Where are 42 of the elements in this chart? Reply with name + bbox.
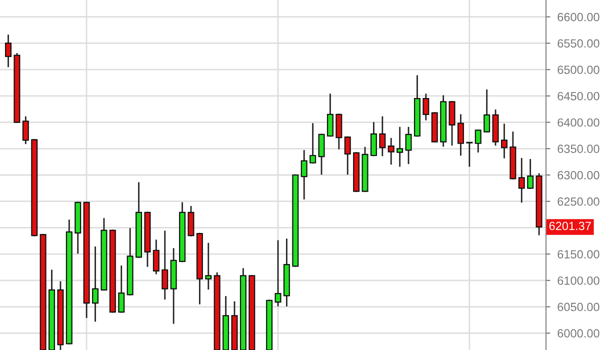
candlestick — [466, 142, 473, 167]
candlestick — [188, 206, 194, 236]
y-tick-label: 6500.00 — [558, 66, 600, 74]
candlestick — [518, 158, 525, 203]
y-tick-label: 6450.00 — [558, 92, 600, 100]
candlestick — [527, 159, 534, 189]
candlestick — [474, 130, 482, 152]
y-tick-label: 6000.00 — [558, 329, 600, 338]
candlestick — [274, 240, 282, 306]
candlestick — [344, 136, 351, 175]
y-tick-label: 6150.00 — [558, 250, 600, 258]
candlestick — [500, 124, 508, 158]
candlestick — [326, 94, 334, 137]
candlestick — [152, 240, 160, 274]
candlestick — [396, 126, 404, 167]
candlestick — [388, 138, 394, 165]
candlestick — [379, 116, 386, 156]
y-tick-label: 6550.00 — [558, 39, 600, 48]
candlestick — [448, 101, 456, 146]
y-tick-label: 6300.00 — [558, 171, 600, 180]
y-tick-label: 6350.00 — [558, 144, 600, 154]
candlestick — [457, 114, 464, 156]
y-tick-label: 6250.00 — [558, 197, 600, 206]
candlestick — [422, 94, 430, 120]
y-tick-label: 6050.00 — [558, 302, 600, 312]
candlestick — [405, 126, 412, 164]
text: 6201.37 — [549, 222, 591, 230]
y-tick-label: 6100.00 — [558, 276, 600, 285]
y-tick-label: 6600.00 — [558, 12, 600, 22]
candlestick — [310, 123, 316, 164]
candlestick — [370, 122, 377, 156]
candlestick — [300, 150, 308, 200]
candlestick — [336, 114, 342, 150]
candlestick — [162, 230, 168, 300]
candlestick — [318, 134, 325, 175]
candlestick — [5, 34, 12, 68]
candlestick — [118, 265, 125, 313]
candlestick — [92, 246, 99, 322]
candlestick — [205, 242, 212, 290]
candlestick — [484, 89, 490, 132]
candlestick — [22, 116, 29, 144]
y-tick-label: 6400.00 — [558, 118, 600, 127]
